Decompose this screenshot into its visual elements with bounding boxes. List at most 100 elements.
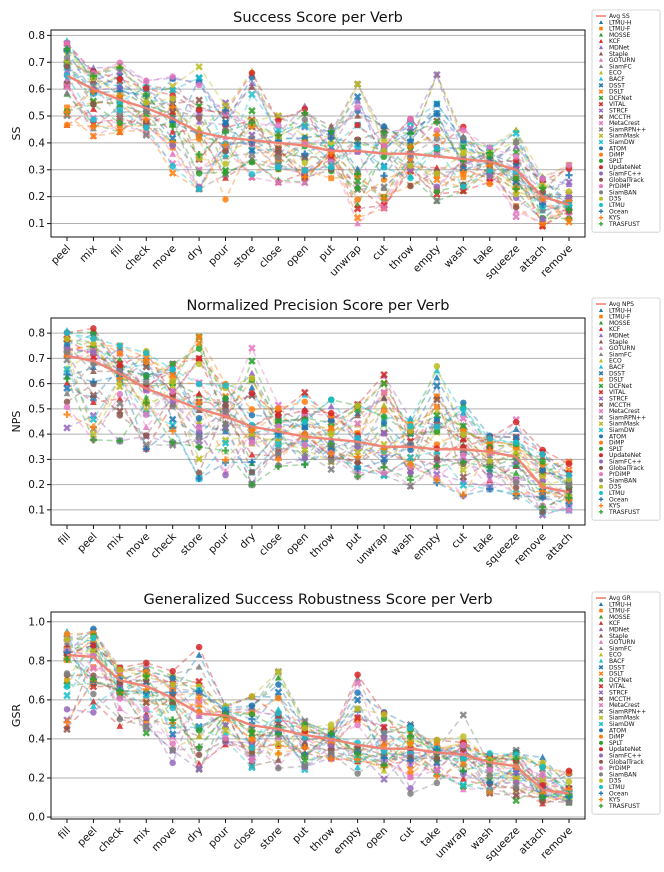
data-point xyxy=(169,704,176,712)
data-point xyxy=(327,465,335,474)
legend-marker xyxy=(598,421,604,427)
data-point xyxy=(248,369,256,377)
legend-marker xyxy=(598,64,604,69)
data-point xyxy=(433,462,441,470)
legend-marker xyxy=(598,89,604,94)
series-line xyxy=(66,346,570,495)
y-tick-label: 0.7 xyxy=(28,57,45,69)
data-point xyxy=(274,131,282,140)
legend-marker xyxy=(598,345,604,350)
data-point xyxy=(169,689,177,697)
legend-marker xyxy=(598,139,604,145)
x-tick-label: put xyxy=(317,243,338,264)
x-tick-label: dry xyxy=(185,825,206,846)
x-tick-label: put xyxy=(290,825,311,846)
legend-label: SPLT xyxy=(609,446,623,453)
data-point xyxy=(459,711,468,719)
data-point xyxy=(512,139,520,146)
legend-marker xyxy=(599,491,603,495)
data-point xyxy=(433,170,441,177)
data-point xyxy=(486,463,494,471)
legend-label: BACF xyxy=(609,658,625,665)
series-line xyxy=(66,84,570,203)
data-point xyxy=(512,783,520,791)
data-point xyxy=(222,408,229,415)
x-tick-label: empty xyxy=(331,825,363,857)
data-point xyxy=(406,757,415,765)
series-line xyxy=(66,74,570,221)
data-point xyxy=(195,345,203,352)
series-line xyxy=(66,75,570,208)
data-point xyxy=(63,374,71,383)
data-point xyxy=(143,705,150,713)
data-point xyxy=(486,457,493,465)
y-tick-label: 0.1 xyxy=(28,218,45,230)
data-point xyxy=(222,174,229,181)
data-point xyxy=(459,775,467,782)
legend-label: ATOM xyxy=(609,145,626,152)
y-tick-label: 0.3 xyxy=(28,454,45,466)
data-point xyxy=(116,106,124,113)
data-point xyxy=(248,171,256,178)
legend-marker xyxy=(598,389,604,395)
series-line xyxy=(66,341,570,476)
data-point xyxy=(195,751,203,759)
legend-label: SPLT xyxy=(609,740,623,747)
data-point xyxy=(63,670,71,677)
data-point xyxy=(116,68,124,76)
series-trasfust xyxy=(63,655,573,801)
data-point xyxy=(90,642,97,649)
legend: Avg NPSLTMU-HLTMU-FMOSSEKCFMDNetStapleGO… xyxy=(591,297,661,521)
series-siamrpn- xyxy=(63,82,573,205)
data-point xyxy=(195,687,203,696)
data-point xyxy=(327,449,335,457)
data-point xyxy=(301,173,309,181)
series-line xyxy=(66,644,570,787)
data-point xyxy=(143,99,150,106)
data-point xyxy=(90,105,97,112)
data-point xyxy=(512,143,520,150)
series-line xyxy=(66,382,570,501)
data-point xyxy=(275,417,282,424)
data-point xyxy=(195,390,203,397)
legend-label: DSLT xyxy=(609,671,624,678)
y-tick-label: 0.0 xyxy=(28,812,45,824)
series-line xyxy=(66,373,570,505)
legend-marker xyxy=(599,158,603,163)
data-point xyxy=(460,452,467,459)
legend-marker xyxy=(599,177,603,182)
series-line xyxy=(66,348,570,501)
data-point xyxy=(168,169,177,177)
legend-label: Staple xyxy=(609,633,628,640)
data-point xyxy=(538,487,547,495)
series-globaltrack xyxy=(63,63,573,215)
series-siamdw xyxy=(63,63,573,212)
data-point xyxy=(63,630,71,638)
data-point xyxy=(143,714,150,721)
x-tick-label: close xyxy=(257,531,285,559)
data-point xyxy=(565,216,573,224)
legend-marker xyxy=(598,370,604,376)
legend-label: KYS xyxy=(609,503,620,510)
y-tick-label: 1.0 xyxy=(28,616,45,628)
series-line xyxy=(66,90,570,221)
data-point xyxy=(195,155,203,162)
y-tick-label: 0.8 xyxy=(28,655,45,667)
legend-marker xyxy=(598,70,604,75)
data-point xyxy=(168,415,177,424)
series-line xyxy=(66,378,570,508)
data-point xyxy=(301,460,309,469)
data-point xyxy=(63,683,71,690)
data-point xyxy=(168,730,177,738)
legend: Avg GRLTMU-HLTMU-FMOSSEKCFMDNetStapleGOT… xyxy=(591,591,661,815)
data-point xyxy=(301,122,309,130)
legend-marker xyxy=(599,440,603,445)
series-line xyxy=(66,651,570,798)
data-point xyxy=(327,409,335,417)
data-point xyxy=(116,75,124,83)
legend-label: LTMU-H xyxy=(609,307,631,314)
data-point xyxy=(89,430,98,439)
data-point xyxy=(248,451,256,458)
data-point xyxy=(90,398,97,406)
data-point xyxy=(327,725,335,733)
